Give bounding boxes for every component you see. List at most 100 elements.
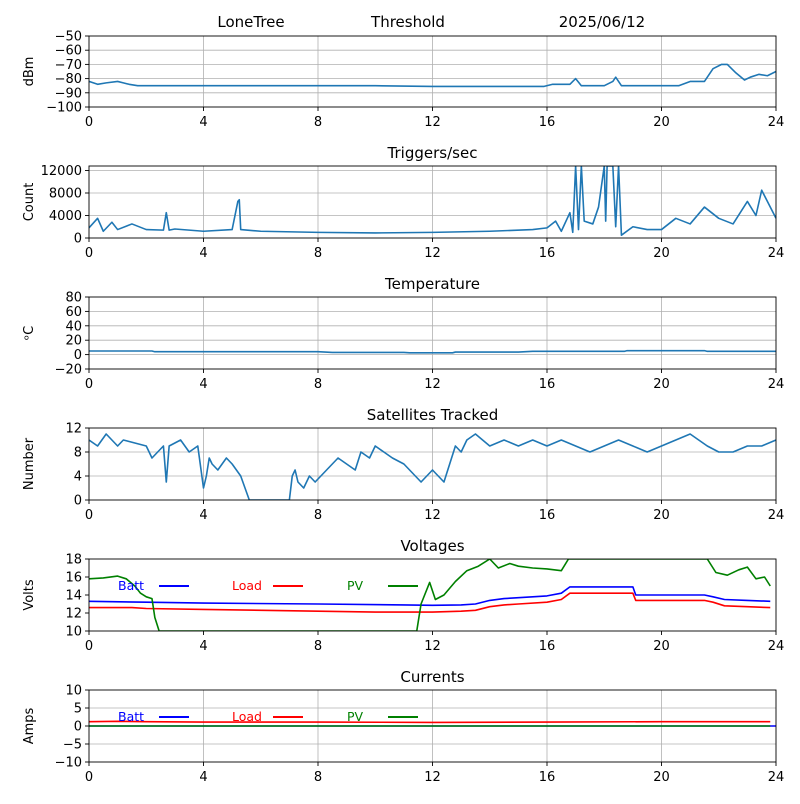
y-tick-label: 8 bbox=[74, 446, 82, 461]
x-tick-label: 16 bbox=[539, 639, 556, 654]
y-tick-label: −20 bbox=[55, 363, 82, 378]
y-tick-label: 16 bbox=[65, 571, 82, 586]
x-tick-label: 12 bbox=[424, 639, 441, 654]
x-tick-label: 20 bbox=[653, 508, 670, 523]
y-tick-label: 4000 bbox=[49, 209, 82, 224]
legend-label-load: Load bbox=[232, 709, 262, 724]
legend-label-batt: Batt bbox=[118, 709, 144, 724]
y-tick-label: 10 bbox=[65, 684, 82, 699]
y-axis-label: Amps bbox=[22, 707, 37, 744]
x-tick-label: 24 bbox=[768, 377, 785, 392]
x-tick-label: 20 bbox=[653, 115, 670, 130]
chart-panel-5: 0 4 8 12 16 20 24 10 12 14 16 18 Volts Voltages Batt Lo… bbox=[22, 537, 784, 654]
y-tick-label: −50 bbox=[55, 30, 82, 45]
series-line-pv bbox=[89, 559, 771, 631]
x-tick-label: 8 bbox=[314, 770, 322, 785]
y-tick-label: 18 bbox=[65, 553, 82, 568]
series-line-load bbox=[89, 720, 771, 724]
series-line-1 bbox=[89, 433, 776, 500]
x-tick-label: 0 bbox=[85, 246, 93, 261]
y-tick-label: 5 bbox=[74, 702, 82, 717]
x-tick-label: 0 bbox=[85, 639, 93, 654]
x-tick-label: 8 bbox=[314, 377, 322, 392]
x-tick-label: 24 bbox=[768, 246, 785, 261]
x-tick-label: 20 bbox=[653, 246, 670, 261]
y-tick-label: 8000 bbox=[49, 187, 82, 202]
x-tick-label: 16 bbox=[539, 377, 556, 392]
y-tick-label: 0 bbox=[74, 232, 82, 247]
y-tick-label: −60 bbox=[55, 44, 82, 59]
x-tick-label: 12 bbox=[424, 770, 441, 785]
legend-label-pv: PV bbox=[347, 578, 364, 593]
x-tick-label: 8 bbox=[314, 246, 322, 261]
y-tick-label: −90 bbox=[55, 86, 82, 101]
x-tick-label: 12 bbox=[424, 246, 441, 261]
x-tick-label: 16 bbox=[539, 115, 556, 130]
series-line-1 bbox=[89, 349, 776, 354]
x-tick-label: 8 bbox=[314, 508, 322, 523]
x-tick-label: 4 bbox=[199, 115, 207, 130]
y-tick-label: 80 bbox=[65, 291, 82, 306]
y-axis-label: dBm bbox=[22, 57, 37, 87]
x-tick-label: 16 bbox=[539, 508, 556, 523]
y-axis-label: Number bbox=[22, 437, 37, 490]
y-tick-label: 0 bbox=[74, 348, 82, 363]
x-tick-label: 24 bbox=[768, 508, 785, 523]
chart-panel-2: 0 4 8 12 16 20 24 0 4000 8000 12000 Count Triggers/s… bbox=[22, 144, 784, 261]
header-date: 2025/06/12 bbox=[559, 13, 645, 31]
x-tick-label: 8 bbox=[314, 639, 322, 654]
y-tick-label: −5 bbox=[63, 738, 82, 753]
x-tick-label: 0 bbox=[85, 508, 93, 523]
y-axis-label: ᵒC bbox=[22, 326, 37, 340]
chart-title: Satellites Tracked bbox=[367, 406, 498, 424]
chart-panel-6: 0 4 8 12 16 20 24 −10 −5 0 5 10 Amps Currents Batt Load… bbox=[22, 668, 784, 785]
x-tick-label: 12 bbox=[424, 508, 441, 523]
series-line-batt bbox=[89, 586, 771, 607]
chart-title: Triggers/sec bbox=[387, 144, 478, 162]
x-tick-label: 4 bbox=[199, 246, 207, 261]
x-tick-label: 24 bbox=[768, 115, 785, 130]
x-tick-label: 12 bbox=[424, 115, 441, 130]
chart-title: Voltages bbox=[400, 537, 464, 555]
x-tick-label: 0 bbox=[85, 115, 93, 130]
series-line-1 bbox=[89, 63, 776, 88]
x-tick-label: 4 bbox=[199, 770, 207, 785]
legend-label-pv: PV bbox=[347, 709, 364, 724]
x-tick-label: 0 bbox=[85, 377, 93, 392]
y-tick-label: 14 bbox=[65, 589, 82, 604]
x-tick-label: 20 bbox=[653, 639, 670, 654]
y-tick-label: 4 bbox=[74, 470, 82, 485]
y-tick-label: 20 bbox=[65, 334, 82, 349]
x-tick-label: 4 bbox=[199, 639, 207, 654]
y-tick-label: 40 bbox=[65, 319, 82, 334]
y-tick-label: 60 bbox=[65, 305, 82, 320]
x-tick-label: 16 bbox=[539, 246, 556, 261]
y-tick-label: −100 bbox=[46, 101, 82, 116]
header-mode: Threshold bbox=[370, 13, 445, 31]
header-station: LoneTree bbox=[217, 13, 284, 31]
x-tick-label: 8 bbox=[314, 115, 322, 130]
y-tick-label: −10 bbox=[55, 756, 82, 771]
x-tick-label: 24 bbox=[768, 639, 785, 654]
series-line-1 bbox=[89, 166, 776, 236]
x-tick-label: 16 bbox=[539, 770, 556, 785]
x-tick-label: 20 bbox=[653, 377, 670, 392]
y-tick-label: 0 bbox=[74, 494, 82, 509]
y-tick-label: −80 bbox=[55, 72, 82, 87]
y-tick-label: 10 bbox=[65, 625, 82, 640]
y-tick-label: −70 bbox=[55, 58, 82, 73]
y-tick-label: 0 bbox=[74, 720, 82, 735]
x-tick-label: 20 bbox=[653, 770, 670, 785]
chart-title: Temperature bbox=[384, 275, 480, 293]
x-tick-label: 4 bbox=[199, 377, 207, 392]
series-line-load bbox=[89, 592, 771, 613]
y-tick-label: 12 bbox=[65, 422, 82, 437]
chart-title: Currents bbox=[400, 668, 464, 686]
y-tick-label: 12000 bbox=[41, 164, 82, 179]
x-tick-label: 0 bbox=[85, 770, 93, 785]
y-tick-label: 12 bbox=[65, 607, 82, 622]
x-tick-label: 24 bbox=[768, 770, 785, 785]
